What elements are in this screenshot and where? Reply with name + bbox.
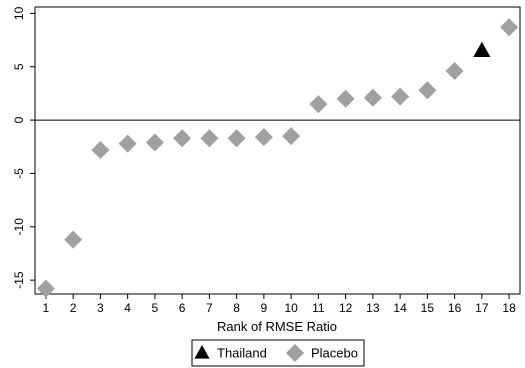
x-tick-label: 1 <box>43 301 50 315</box>
x-tick-label: 2 <box>70 301 77 315</box>
plot-frame <box>34 6 521 295</box>
legend-thailand-label: Thailand <box>217 346 267 361</box>
x-tick-label: 10 <box>284 301 298 315</box>
x-tick-label: 16 <box>448 301 462 315</box>
placebo-point <box>64 230 83 249</box>
placebo-point <box>391 87 410 106</box>
placebo-point <box>118 134 137 153</box>
x-axis-title: Rank of RMSE Ratio <box>217 319 337 334</box>
placebo-point <box>36 279 55 298</box>
y-tick-label: 5 <box>12 63 26 70</box>
y-tick-label: 10 <box>12 6 26 20</box>
placebo-point <box>145 133 164 152</box>
x-tick-label: 11 <box>312 301 325 315</box>
y-tick-label: -5 <box>12 168 26 179</box>
x-tick-label: 9 <box>261 301 268 315</box>
placebo-point <box>282 127 301 146</box>
x-tick-label: 8 <box>233 301 240 315</box>
x-tick-label: 18 <box>502 301 516 315</box>
placebo-point <box>363 88 382 107</box>
placebo-point <box>254 128 273 147</box>
thailand-point <box>473 41 491 58</box>
x-tick-label: 4 <box>124 301 131 315</box>
legend-box <box>191 339 365 367</box>
placebo-point <box>418 81 437 100</box>
placebo-point <box>309 95 328 114</box>
x-tick-label: 14 <box>393 301 407 315</box>
x-tick-label: 15 <box>421 301 435 315</box>
placebo-point <box>200 129 219 148</box>
placebo-point <box>445 62 464 81</box>
y-tick-label: 0 <box>12 116 26 123</box>
y-tick-label: -10 <box>12 218 26 236</box>
placebo-point <box>336 89 355 108</box>
placebo-point <box>500 18 519 37</box>
placebo-point <box>91 140 110 159</box>
legend-placebo-icon <box>286 344 304 362</box>
x-tick-label: 12 <box>339 301 353 315</box>
placebo-point <box>227 129 246 148</box>
legend-thailand-icon <box>194 345 210 359</box>
legend: Thailand Placebo <box>191 339 365 367</box>
x-tick-label: 5 <box>152 301 159 315</box>
y-tick-label: -15 <box>12 271 26 289</box>
legend-placebo-label: Placebo <box>311 346 358 361</box>
placebo-point <box>173 129 192 148</box>
x-tick-label: 7 <box>206 301 213 315</box>
x-tick-label: 17 <box>475 301 489 315</box>
x-tick-label: 13 <box>366 301 380 315</box>
x-tick-label: 6 <box>179 301 186 315</box>
x-tick-label: 3 <box>97 301 104 315</box>
